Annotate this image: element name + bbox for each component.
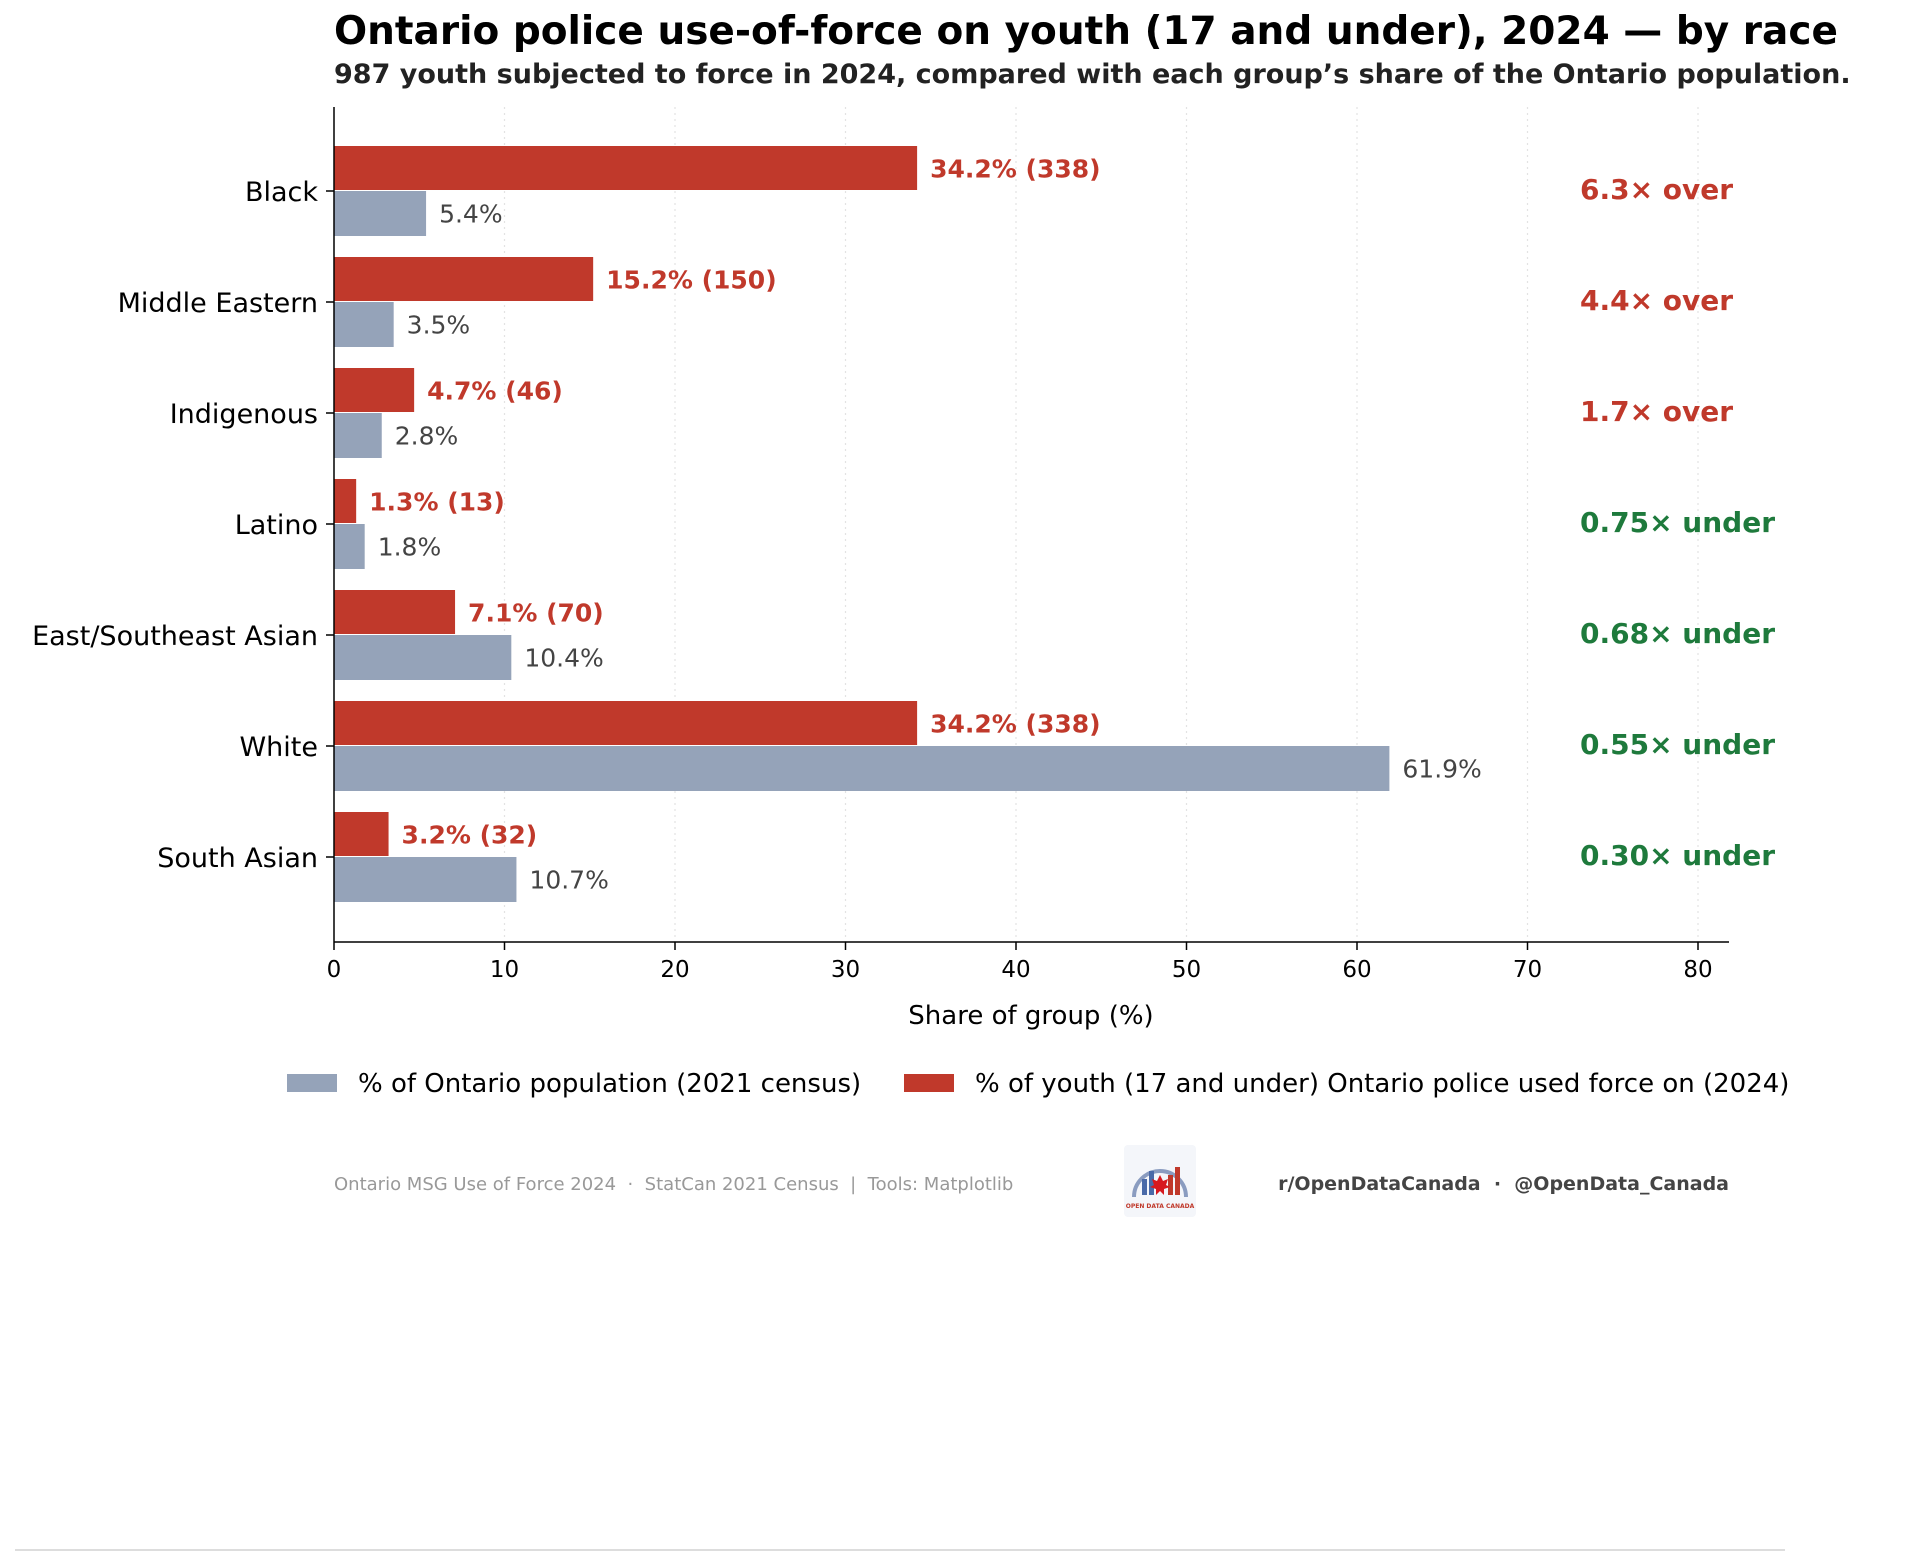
x-tick-label: 70 — [1513, 957, 1542, 983]
bar-population — [334, 746, 1390, 791]
bar-population — [334, 191, 427, 236]
category-label: Latino — [235, 510, 318, 541]
bar-youth — [334, 812, 389, 856]
bar-label-population: 1.8% — [378, 533, 442, 562]
bar-youth — [334, 368, 415, 412]
bar-label-youth: 15.2% (150) — [606, 266, 776, 295]
footer-handles: r/OpenDataCanada · @OpenData_Canada — [1278, 1173, 1729, 1195]
bar-label-youth: 4.7% (46) — [427, 377, 563, 406]
x-tick-label: 20 — [660, 957, 689, 983]
ratio-label: 0.75× under — [1580, 506, 1775, 539]
x-tick-label: 50 — [1172, 957, 1201, 983]
legend-swatch-youth — [904, 1074, 954, 1092]
bar-youth — [334, 146, 918, 190]
ratio-labels: 6.3× over 4.4× over 1.7× over 0.75× under 0.… — [1580, 173, 1775, 872]
bar-label-population: 2.8% — [395, 422, 459, 451]
axes — [333, 107, 1729, 943]
x-axis-label: Share of group (%) — [908, 1001, 1153, 1031]
bar-population — [334, 413, 382, 458]
chart-subtitle: 987 youth subjected to force in 2024, co… — [334, 59, 1851, 90]
ratio-label: 0.55× under — [1580, 728, 1775, 761]
category-label: Indigenous — [170, 399, 318, 430]
ratio-label: 6.3× over — [1580, 173, 1733, 206]
ratio-label: 4.4× over — [1580, 284, 1733, 317]
category-label: South Asian — [157, 843, 318, 874]
x-tick-label: 80 — [1683, 957, 1712, 983]
bar-label-youth: 34.2% (338) — [930, 155, 1100, 184]
bar-population — [334, 302, 394, 347]
x-tick-label: 30 — [831, 957, 860, 983]
bar-label-population: 10.7% — [529, 866, 608, 895]
bar-label-population: 61.9% — [1402, 755, 1481, 784]
category-label: Black — [245, 177, 318, 208]
legend-label-population: % of Ontario population (2021 census) — [358, 1069, 861, 1099]
bar-label-youth: 3.2% (32) — [402, 821, 538, 850]
bar-label-population: 5.4% — [439, 200, 503, 229]
footer-sources: Ontario MSG Use of Force 2024 · StatCan … — [334, 1174, 1013, 1195]
ratio-label: 0.30× under — [1580, 839, 1775, 872]
bar-youth — [334, 701, 918, 745]
legend-swatch-population — [287, 1074, 337, 1092]
ratio-label: 0.68× under — [1580, 617, 1775, 650]
open-data-canada-logo: OPEN DATA CANADA — [1124, 1145, 1196, 1217]
ratio-label: 1.7× over — [1580, 395, 1733, 428]
logo-text: OPEN DATA CANADA — [1126, 1203, 1195, 1210]
bar-population — [334, 857, 517, 902]
bar-label-population: 3.5% — [407, 311, 471, 340]
x-tick-label: 40 — [1001, 957, 1030, 983]
x-tick-label: 10 — [490, 957, 519, 983]
legend-label-youth: % of youth (17 and under) Ontario police… — [975, 1069, 1789, 1099]
bar-youth — [334, 590, 456, 634]
category-label: East/Southeast Asian — [32, 621, 318, 652]
bar-label-youth: 1.3% (13) — [369, 488, 505, 517]
bar-label-youth: 34.2% (338) — [930, 710, 1100, 739]
bars — [334, 146, 1390, 902]
x-tick-label: 0 — [327, 957, 342, 983]
bar-labels: 34.2% (338) 5.4% 15.2% (150) 3.5% 4.7% (46) 2… — [369, 155, 1482, 895]
bar-label-population: 10.4% — [524, 644, 603, 673]
bar-population — [334, 635, 512, 680]
x-ticks: 0 10 20 30 40 50 60 70 80 — [327, 942, 1713, 983]
x-tick-label: 60 — [1342, 957, 1371, 983]
grid — [503, 107, 1699, 942]
chart-title: Ontario police use-of-force on youth (17… — [334, 9, 1838, 54]
category-label: Middle Eastern — [118, 288, 318, 319]
category-label: White — [239, 732, 318, 763]
bar-youth — [334, 479, 357, 523]
category-labels: Black Middle Eastern Indigenous Latino East/… — [32, 177, 334, 874]
legend: % of Ontario population (2021 census) % o… — [287, 1069, 1789, 1099]
bar-population — [334, 524, 365, 569]
bar-label-youth: 7.1% (70) — [468, 599, 604, 628]
bar-youth — [334, 257, 594, 301]
